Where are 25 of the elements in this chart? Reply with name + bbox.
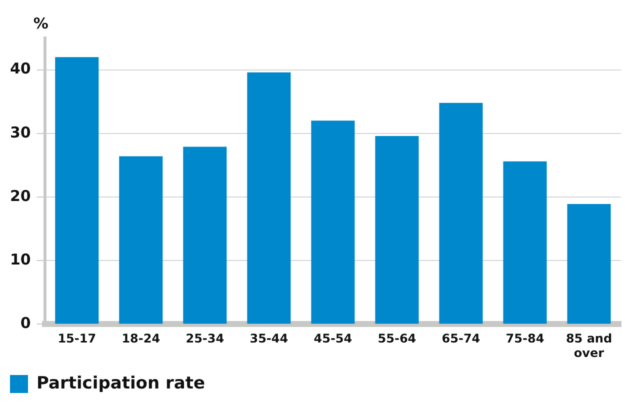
bar: [439, 102, 483, 324]
y-tick-label: 30: [10, 123, 31, 142]
y-tick-label: 10: [10, 250, 31, 268]
x-tick-label: 25-34: [186, 332, 224, 346]
x-tick-label: 18-24: [122, 332, 160, 346]
y-axis-title: %: [33, 14, 48, 32]
x-tick-label: 55-64: [378, 332, 416, 346]
bar: [247, 72, 291, 324]
bar: [375, 136, 419, 324]
bar: [503, 161, 547, 324]
x-tick-label: 45-54: [314, 332, 352, 346]
y-tick-label: 0: [20, 314, 31, 332]
y-tick-label: 40: [10, 60, 31, 78]
y-tick-label: 20: [10, 186, 31, 205]
x-tick-label: 85 and over: [566, 332, 612, 360]
bar: [567, 204, 611, 324]
bar: [311, 120, 355, 324]
legend-label: Participation rate: [36, 373, 206, 394]
x-tick-label: 15-17: [58, 332, 96, 346]
x-tick-label: 65-74: [442, 332, 480, 346]
bar: [119, 156, 163, 324]
bar: [55, 57, 99, 324]
x-tick-label: 75-84: [506, 332, 544, 346]
x-tick-label: 35-44: [250, 332, 288, 346]
bar: [183, 146, 227, 324]
